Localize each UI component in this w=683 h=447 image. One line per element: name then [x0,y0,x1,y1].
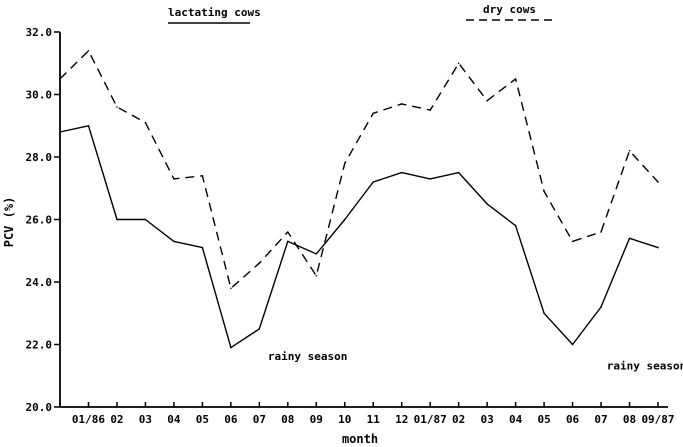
x-tick-label: 09 [310,413,323,426]
y-tick-label: 26.0 [26,214,53,227]
data-point [258,262,261,265]
data-point [59,78,61,80]
data-point [657,246,659,249]
x-tick-label: 04 [509,413,523,426]
y-ticks: 20.0 22.0 24.0 26.0 28.0 30.0 32.0 [26,26,60,414]
data-point [600,231,602,233]
data-point [543,312,545,315]
data-point [400,171,403,174]
data-point [87,124,90,127]
y-tick-label: 22.0 [26,339,53,352]
data-point [514,78,517,80]
legend-label-dry: dry cows [483,3,536,16]
x-tick-label: 07 [253,413,266,426]
x-tick-label: 06 [224,413,238,426]
series-line-dry-cows [59,50,659,289]
x-tick-label: 07 [594,413,607,426]
data-point [116,106,118,108]
data-point [571,343,574,346]
y-tick-label: 28.0 [26,151,53,164]
data-point [315,274,318,277]
x-tick-label: 02 [452,413,465,426]
data-point [628,149,631,152]
data-point [372,181,375,183]
annotations: rainy season rainy season [268,350,683,372]
data-point [486,203,488,205]
data-point [287,240,289,243]
x-tick-label: 05 [537,413,550,426]
x-tick-label: 03 [139,413,152,426]
data-point [343,162,346,165]
data-point [59,131,61,133]
data-point [343,218,346,221]
data-point [144,121,147,124]
data-point [144,218,147,221]
x-tick-label: 10 [338,413,351,426]
data-point [628,237,631,240]
y-axis-label: PCV (%) [2,197,16,248]
annotation-rainy-season: rainy season [607,360,683,373]
data-point [429,109,431,111]
data-point [201,246,204,249]
y-tick-label: 32.0 [26,26,53,39]
data-point [230,346,232,349]
data-point [173,240,175,243]
series-layer [59,49,659,349]
data-point [457,62,460,65]
x-tick-label: 08 [281,413,294,426]
y-tick-label: 24.0 [26,276,53,289]
data-point [287,231,289,233]
x-tick-label: 01/86 [72,413,105,426]
data-point [400,103,403,105]
legend-label-lactating: lactating cows [168,6,261,19]
data-point [429,178,431,180]
x-tick-label: 12 [395,413,408,426]
x-tick-label: 05 [196,413,209,426]
legend: lactating cows dry cows [168,3,555,24]
x-tick-label: 01/87 [414,413,447,426]
x-tick-label: 11 [367,413,381,426]
data-point [230,287,232,290]
data-point [457,171,460,174]
x-ticks: 01/86 02 03 04 05 06 07 08 09 10 11 12 01/87 02 03 04 05… [59,402,675,426]
data-point [201,174,204,177]
x-tick-label: 03 [481,413,494,426]
data-point [600,306,602,308]
data-point [372,112,375,115]
x-tick-label: 06 [566,413,580,426]
y-tick-label: 30.0 [26,89,53,102]
data-point [543,190,545,193]
data-point [571,240,574,243]
x-tick-label: 04 [167,413,181,426]
data-point [657,181,659,183]
x-tick-label: 08 [623,413,636,426]
annotation-rainy-season: rainy season [268,350,347,363]
y-tick-label: 20.0 [26,401,53,414]
data-point [87,49,90,52]
data-point [514,224,517,227]
data-point [258,328,261,330]
series-line-lactating-cows [59,125,659,349]
data-point [486,99,488,102]
axes [59,32,668,408]
x-tick-label: 02 [110,413,123,426]
x-tick-label: 09/87 [641,413,674,426]
data-point [173,178,175,180]
data-point [315,253,318,255]
data-point [116,218,118,221]
x-axis-label: month [342,432,378,446]
